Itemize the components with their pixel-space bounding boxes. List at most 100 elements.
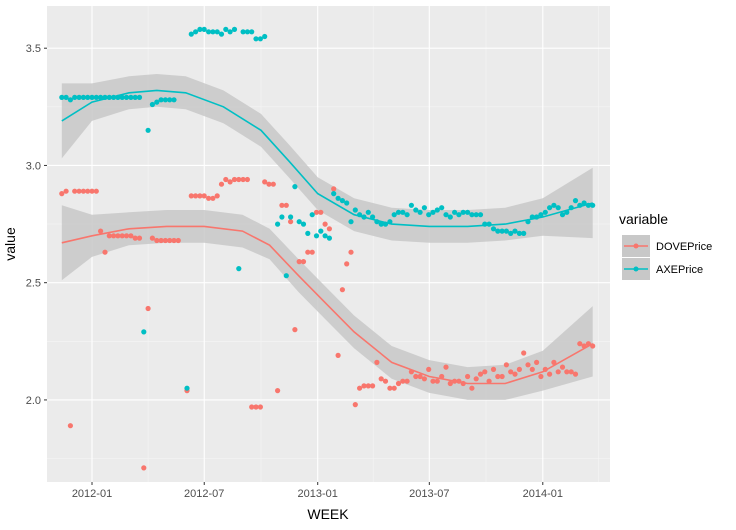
data-point-axeprice: [357, 212, 363, 218]
data-point-doveprice: [296, 259, 302, 265]
data-point-axeprice: [313, 233, 320, 239]
y-tick-label: 2.5: [26, 278, 41, 290]
data-point-doveprice: [111, 233, 117, 239]
data-point-axeprice: [430, 209, 436, 215]
data-point-doveprice: [413, 373, 419, 380]
data-point-axeprice: [482, 221, 488, 227]
data-point-doveprice: [585, 341, 592, 347]
data-point-axeprice: [577, 202, 583, 208]
data-point-doveprice: [490, 366, 497, 372]
data-point-doveprice: [434, 378, 440, 384]
data-point-doveprice: [404, 378, 410, 384]
data-point-doveprice: [395, 380, 402, 387]
legend-entry-dove: DOVEPrice: [622, 235, 712, 257]
data-point-axeprice: [547, 205, 553, 211]
data-point-axeprice: [400, 209, 406, 215]
legend: variable DOVEPrice AXEPrice: [619, 211, 712, 280]
data-point-axeprice: [469, 212, 475, 218]
data-point-axeprice: [503, 228, 509, 234]
data-point-axeprice: [300, 221, 307, 227]
data-point-axeprice: [240, 29, 246, 35]
data-point-axeprice: [249, 29, 255, 35]
data-point-doveprice: [387, 385, 393, 391]
data-point-doveprice: [98, 228, 104, 234]
data-point-axeprice: [335, 195, 341, 201]
data-point-doveprice: [59, 191, 65, 197]
data-point-axeprice: [477, 212, 484, 218]
data-point-axeprice: [447, 214, 453, 220]
data-point-axeprice: [404, 212, 410, 218]
data-point-doveprice: [456, 378, 462, 384]
data-point-doveprice: [382, 378, 389, 384]
data-point-axeprice: [452, 209, 458, 215]
data-point-axeprice: [67, 97, 73, 103]
legend-label-axe: AXEPrice: [656, 264, 703, 276]
data-point-axeprice: [102, 94, 108, 100]
data-point-axeprice: [123, 94, 130, 100]
data-point-axeprice: [244, 29, 250, 35]
data-point-doveprice: [590, 343, 596, 349]
data-point-doveprice: [357, 385, 363, 391]
data-point-doveprice: [559, 364, 566, 370]
legend-title: variable: [619, 211, 668, 227]
data-point-axeprice: [227, 29, 233, 35]
data-point-axeprice: [288, 214, 294, 220]
data-point-axeprice: [555, 205, 561, 211]
data-point-doveprice: [391, 385, 397, 391]
data-point-axeprice: [85, 94, 91, 100]
data-point-axeprice: [568, 205, 574, 211]
data-point-axeprice: [305, 230, 311, 236]
data-point-doveprice: [279, 202, 285, 208]
data-point-doveprice: [452, 378, 458, 384]
data-point-doveprice: [482, 369, 488, 375]
data-point-axeprice: [275, 221, 281, 227]
data-point-doveprice: [275, 388, 281, 394]
data-point-doveprice: [136, 235, 143, 241]
data-point-axeprice: [564, 209, 570, 215]
data-point-axeprice: [76, 94, 82, 100]
data-point-doveprice: [158, 237, 164, 244]
data-point-doveprice: [465, 373, 471, 380]
data-point-axeprice: [167, 97, 173, 103]
data-point-doveprice: [85, 188, 91, 194]
legend-key-point: [633, 243, 639, 249]
data-point-doveprice: [115, 233, 121, 239]
data-point-doveprice: [257, 404, 263, 410]
confidence-bands: [61, 74, 593, 400]
data-point-doveprice: [210, 195, 216, 201]
data-point-doveprice: [197, 193, 203, 199]
data-point-doveprice: [154, 237, 160, 244]
data-point-axeprice: [218, 31, 225, 37]
data-point-axeprice: [115, 94, 121, 100]
data-point-doveprice: [63, 188, 69, 194]
data-point-doveprice: [581, 343, 587, 349]
data-point-axeprice: [206, 29, 212, 35]
data-point-axeprice: [98, 94, 104, 100]
data-point-doveprice: [123, 233, 130, 239]
data-point-doveprice: [516, 366, 523, 372]
x-tick-label: 2013-01: [298, 488, 338, 500]
data-point-axeprice: [223, 26, 229, 32]
data-point-axeprice: [283, 273, 289, 279]
data-point-doveprice: [188, 193, 194, 199]
data-point-axeprice: [162, 97, 168, 103]
data-point-axeprice: [525, 219, 531, 225]
data-point-doveprice: [335, 352, 341, 358]
data-point-doveprice: [439, 373, 445, 380]
data-point-axeprice: [521, 230, 527, 236]
data-point-doveprice: [288, 219, 294, 225]
data-point-doveprice: [473, 376, 479, 382]
data-point-axeprice: [63, 94, 69, 100]
data-point-doveprice: [171, 237, 177, 244]
data-point-doveprice: [318, 209, 324, 215]
data-point-doveprice: [231, 176, 238, 183]
x-tick-label: 2014-01: [523, 488, 563, 500]
data-point-axeprice: [382, 221, 389, 227]
data-point-doveprice: [344, 261, 350, 267]
data-point-axeprice: [106, 94, 112, 100]
data-point-doveprice: [534, 359, 540, 365]
data-point-doveprice: [521, 350, 527, 356]
data-point-axeprice: [534, 214, 540, 220]
data-point-axeprice: [309, 212, 315, 218]
data-point-doveprice: [443, 364, 449, 370]
